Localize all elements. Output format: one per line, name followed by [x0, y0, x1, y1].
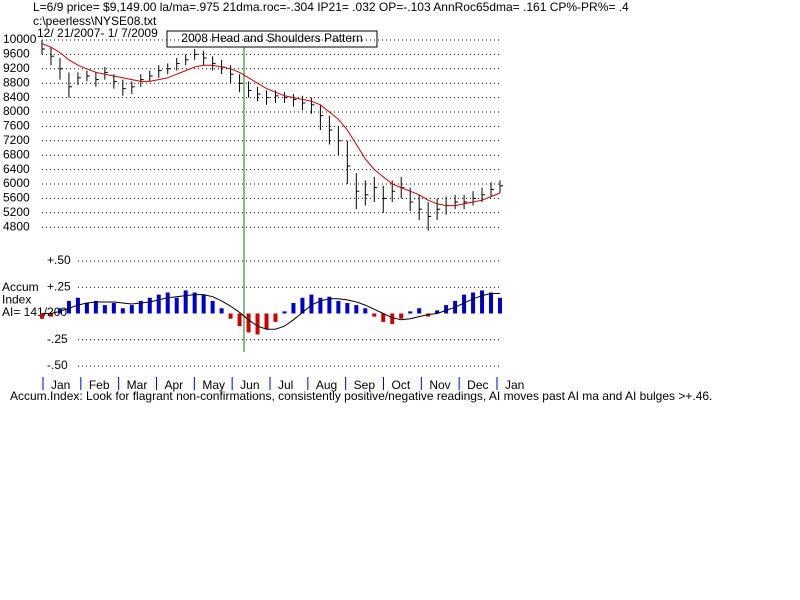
- y-tick-label: 6800: [3, 147, 30, 161]
- accum-bar: [498, 297, 502, 314]
- accum-bar: [336, 300, 341, 314]
- y-tick-label: +.25: [47, 279, 71, 293]
- x-tick-label: Dec: [467, 378, 488, 392]
- accum-bar: [399, 313, 404, 319]
- accum-label: Index: [2, 293, 31, 307]
- accum-bar: [120, 308, 125, 314]
- accum-bar: [237, 313, 242, 327]
- x-tick-label: Oct: [392, 378, 411, 392]
- accum-bar: [192, 292, 197, 314]
- accum-bar: [273, 313, 278, 322]
- annotation-box: [166, 30, 378, 48]
- annotation: 2008 Head and Shoulders Pattern: [181, 31, 362, 45]
- accum-bar: [165, 292, 170, 314]
- accum-bar: [354, 305, 359, 314]
- y-tick-label: 7600: [3, 119, 30, 133]
- x-tick-label: Jun: [240, 378, 259, 392]
- accum-label: Accum: [2, 280, 39, 294]
- accum-bar: [480, 290, 485, 314]
- y-tick-label: 8400: [3, 90, 30, 104]
- accum-bar: [327, 296, 332, 314]
- accum-bar: [435, 310, 440, 314]
- accum-bar: [138, 300, 143, 314]
- y-tick-label: 6000: [3, 176, 30, 190]
- accum-bar: [93, 300, 98, 314]
- accum-bar: [462, 294, 467, 314]
- y-tick-label: -.25: [47, 332, 68, 346]
- y-tick-label: 5600: [3, 191, 30, 205]
- accum-bar: [201, 294, 206, 314]
- date-range: 12/ 21/2007- 1/ 7/2009: [37, 26, 158, 40]
- accum-bar: [174, 297, 179, 314]
- accum-bar: [183, 290, 188, 314]
- accum-bar: [40, 313, 44, 319]
- y-tick-label: 9600: [3, 47, 30, 61]
- y-tick-label: 8800: [3, 75, 30, 89]
- x-tick-label: Feb: [89, 378, 110, 392]
- accum-bar: [381, 313, 386, 322]
- accum-bar: [444, 305, 449, 314]
- accum-ma: [42, 293, 500, 330]
- x-tick-label: Jan: [505, 378, 524, 392]
- accum-bar: [372, 313, 377, 317]
- accum-bar: [264, 313, 269, 330]
- accum-bar: [309, 294, 314, 314]
- x-tick-label: May: [202, 378, 225, 392]
- accum-bar: [102, 305, 107, 314]
- accum-bar: [345, 303, 350, 314]
- y-tick-label: 5200: [3, 205, 30, 219]
- file-name: c:\peerless\NYSE08.txt: [33, 14, 157, 28]
- x-tick-label: Jul: [278, 378, 293, 392]
- accum-bar: [318, 297, 323, 314]
- x-tick-label: Sep: [354, 378, 376, 392]
- accum-bar: [84, 303, 89, 314]
- accum-bar: [291, 303, 296, 314]
- accum-bar: [246, 313, 251, 333]
- accum-bar: [156, 294, 161, 314]
- accum-bar: [66, 300, 71, 314]
- x-tick-label: Nov: [429, 378, 450, 392]
- x-tick-label: Mar: [127, 378, 148, 392]
- accum-bar: [282, 311, 287, 314]
- accum-bar: [390, 313, 395, 324]
- accum-bar: [219, 308, 224, 314]
- x-tick-label: Apr: [165, 378, 184, 392]
- y-tick-label: 10000: [3, 32, 37, 46]
- accum-bar: [363, 308, 368, 314]
- accum-bar: [129, 305, 134, 314]
- accum-bar: [48, 313, 53, 317]
- moving-average: [41, 43, 501, 207]
- accum-bar: [111, 303, 116, 314]
- accum-bar: [426, 313, 431, 317]
- x-tick-label: Aug: [316, 378, 337, 392]
- accum-bar: [228, 313, 233, 319]
- accum-bar: [489, 292, 494, 314]
- y-tick-label: 4800: [3, 219, 30, 233]
- accum-bar: [210, 300, 215, 314]
- accum-bar: [471, 292, 476, 314]
- accum-bar: [408, 311, 413, 314]
- accum-bar: [417, 308, 422, 314]
- accum-bar: [300, 297, 305, 314]
- y-tick-label: 8000: [3, 104, 30, 118]
- y-tick-label: +.50: [47, 253, 71, 267]
- status-line: L=6/9 price= $9,149.00 la/ma=.975 21dma.…: [33, 0, 629, 14]
- accum-bar: [147, 297, 152, 314]
- y-tick-label: 9200: [3, 61, 30, 75]
- y-tick-label: 7200: [3, 133, 30, 147]
- y-tick-label: -.50: [47, 358, 68, 372]
- x-tick-label: Jan: [51, 378, 70, 392]
- y-tick-label: 6400: [3, 162, 30, 176]
- accum-bar: [255, 313, 260, 335]
- footer: Accum.Index: Look for flagrant non-confi…: [10, 389, 712, 403]
